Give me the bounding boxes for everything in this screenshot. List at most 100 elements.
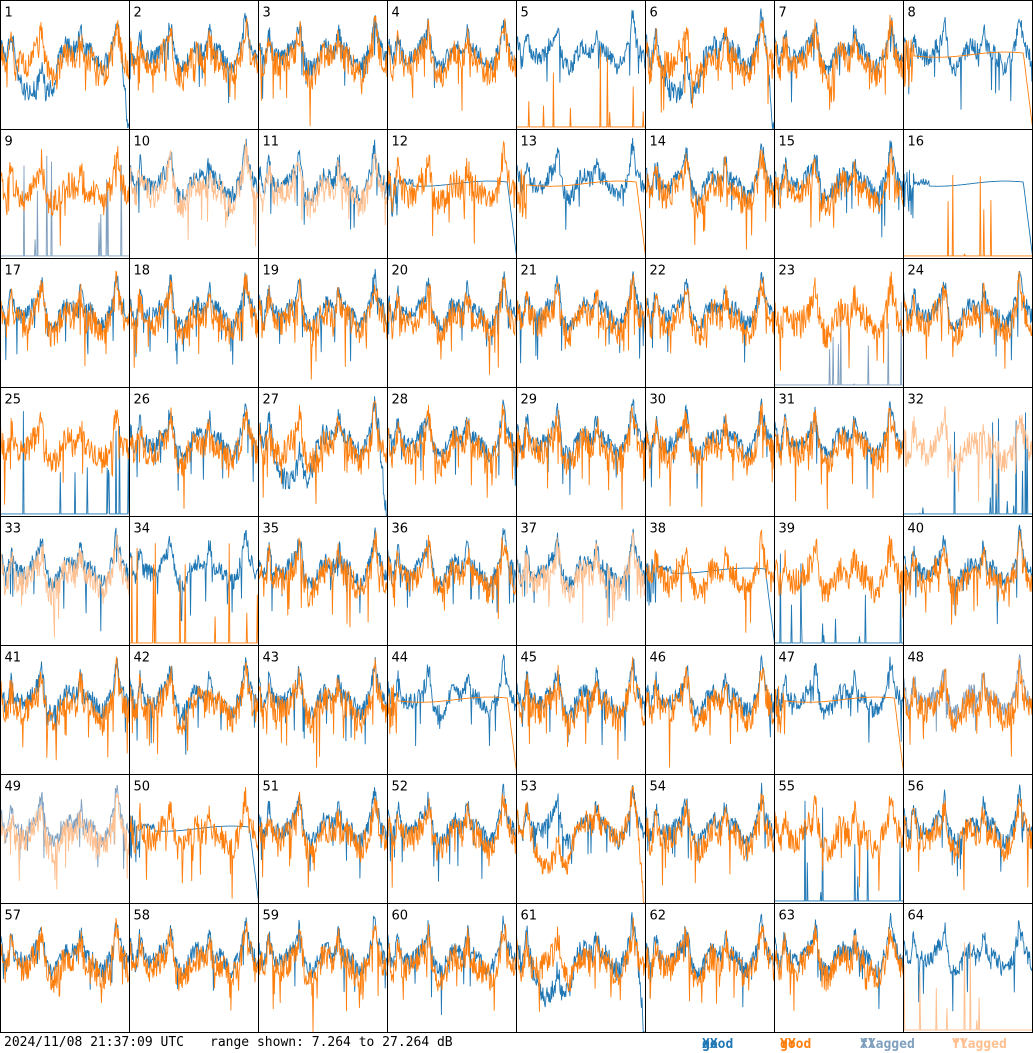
panel-30: 30 — [645, 387, 775, 517]
panel-3: 3 — [258, 0, 388, 130]
panel-label-43: 43 — [263, 651, 280, 666]
series-xx-19 — [258, 268, 388, 362]
series-yy-62 — [645, 925, 775, 1004]
panel-label-58: 58 — [134, 909, 151, 924]
panel-label-21: 21 — [521, 264, 538, 279]
series-xx-60 — [387, 915, 517, 1016]
panel-34: 34 — [129, 516, 259, 646]
panel-label-22: 22 — [650, 264, 667, 279]
panel-label-61: 61 — [521, 909, 538, 924]
panel-37: 37 — [516, 516, 646, 646]
panel-24: 24 — [903, 258, 1033, 388]
panel-label-52: 52 — [392, 780, 409, 795]
panel-label-19: 19 — [263, 264, 280, 279]
panel-61: 61 — [516, 903, 646, 1033]
panel-label-63: 63 — [779, 909, 796, 924]
series-yy-49 — [0, 794, 130, 890]
panel-25: 25 — [0, 387, 130, 517]
panel-48: 48 — [903, 645, 1033, 775]
panel-40: 40 — [903, 516, 1033, 646]
panel-label-53: 53 — [521, 780, 538, 795]
panel-43: 43 — [258, 645, 388, 775]
panel-39: 39 — [774, 516, 904, 646]
series-xx-34 — [129, 529, 259, 622]
series-xx-6 — [645, 8, 775, 130]
panel-label-16: 16 — [908, 135, 925, 150]
series-xx-1 — [0, 22, 130, 129]
panel-label-3: 3 — [263, 6, 271, 21]
legend-flagged-yy-word: flagged — [952, 1037, 1007, 1052]
panel-31: 31 — [774, 387, 904, 517]
panel-33: 33 — [0, 516, 130, 646]
panel-2: 2 — [129, 0, 259, 130]
panel-29: 29 — [516, 387, 646, 517]
series-yy-21 — [516, 274, 646, 352]
panel-10: 10 — [129, 129, 259, 259]
panel-46: 46 — [645, 645, 775, 775]
series-yy-5 — [516, 46, 646, 128]
series-yy-59 — [258, 925, 388, 1032]
series-yy-46 — [645, 666, 775, 768]
panel-label-46: 46 — [650, 651, 667, 666]
panel-54: 54 — [645, 774, 775, 904]
panel-label-37: 37 — [521, 522, 538, 537]
series-xx-44 — [387, 653, 517, 747]
series-yy-28 — [387, 404, 517, 498]
panel-16: 16 — [903, 129, 1033, 259]
series-yy-37 — [516, 531, 646, 627]
series-yy-64 — [903, 942, 1033, 1031]
panel-label-10: 10 — [134, 135, 151, 150]
panel-18: 18 — [129, 258, 259, 388]
series-yy-32 — [903, 405, 1033, 502]
panel-label-2: 2 — [134, 6, 142, 21]
series-yy-3 — [258, 16, 388, 127]
panel-22: 22 — [645, 258, 775, 388]
panel-28: 28 — [387, 387, 517, 517]
panel-63: 63 — [774, 903, 904, 1033]
range-shown: range shown: 7.264 to 27.264 dB — [210, 1035, 453, 1050]
panel-label-50: 50 — [134, 780, 151, 795]
series-yy-47 — [774, 685, 904, 772]
series-yy-60 — [387, 924, 517, 1011]
series-yy-13 — [516, 169, 646, 256]
panel-label-31: 31 — [779, 393, 796, 408]
series-yy-43 — [258, 658, 388, 768]
panel-label-23: 23 — [779, 264, 796, 279]
series-yy-26 — [129, 407, 259, 509]
panel-13: 13 — [516, 129, 646, 259]
panel-label-5: 5 — [521, 6, 529, 21]
panel-label-26: 26 — [134, 393, 151, 408]
panel-label-44: 44 — [392, 651, 409, 666]
panel-label-12: 12 — [392, 135, 409, 150]
series-yy-36 — [387, 534, 517, 620]
series-yy-63 — [774, 924, 904, 1011]
series-xx-25 — [0, 411, 130, 515]
series-yy-57 — [0, 917, 130, 1003]
panel-label-20: 20 — [392, 264, 409, 279]
panel-label-35: 35 — [263, 522, 280, 537]
series-xx-47 — [774, 656, 904, 743]
series-yy-52 — [387, 793, 517, 888]
series-xx-64 — [903, 920, 1033, 1012]
panel-55: 55 — [774, 774, 904, 904]
series-yy-19 — [258, 278, 388, 380]
panel-label-27: 27 — [263, 393, 280, 408]
panel-44: 44 — [387, 645, 517, 775]
series-xx-3 — [258, 15, 388, 99]
panel-53: 53 — [516, 774, 646, 904]
panel-45: 45 — [516, 645, 646, 775]
series-yy-15 — [774, 147, 904, 228]
series-yy-9 — [0, 145, 130, 247]
panel-label-59: 59 — [263, 909, 280, 924]
panel-9: 9 — [0, 129, 130, 259]
series-yy-51 — [258, 791, 388, 888]
panel-label-25: 25 — [5, 393, 22, 408]
series-yy-34 — [129, 543, 259, 644]
series-yy-54 — [645, 793, 775, 886]
panel-label-28: 28 — [392, 393, 409, 408]
series-yy-58 — [129, 921, 259, 1011]
panel-32: 32 — [903, 387, 1033, 517]
panel-label-11: 11 — [263, 135, 280, 150]
